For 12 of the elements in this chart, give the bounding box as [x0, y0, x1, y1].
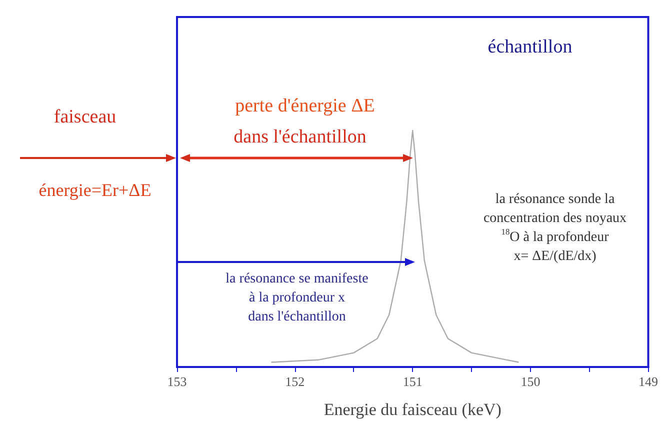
- annotation: la résonance se manifeste à la profondeur x dans l'échantillon: [226, 272, 368, 324]
- x-tick-label: 152: [285, 374, 305, 389]
- x-tick-label: 151: [402, 374, 422, 389]
- x-tick-label: 153: [167, 374, 187, 389]
- text: énergie=Er+ΔE: [38, 180, 152, 200]
- x-tick-label: 149: [638, 374, 658, 389]
- x-tick-label: 150: [520, 374, 540, 389]
- text: faisceau: [54, 106, 117, 128]
- text: perte d'énergie ΔE: [235, 96, 375, 116]
- annotation: dans l'échantillon: [234, 126, 367, 148]
- x-axis-title: Energie du faisceau (keV): [324, 400, 502, 419]
- text: échantillon: [488, 36, 573, 58]
